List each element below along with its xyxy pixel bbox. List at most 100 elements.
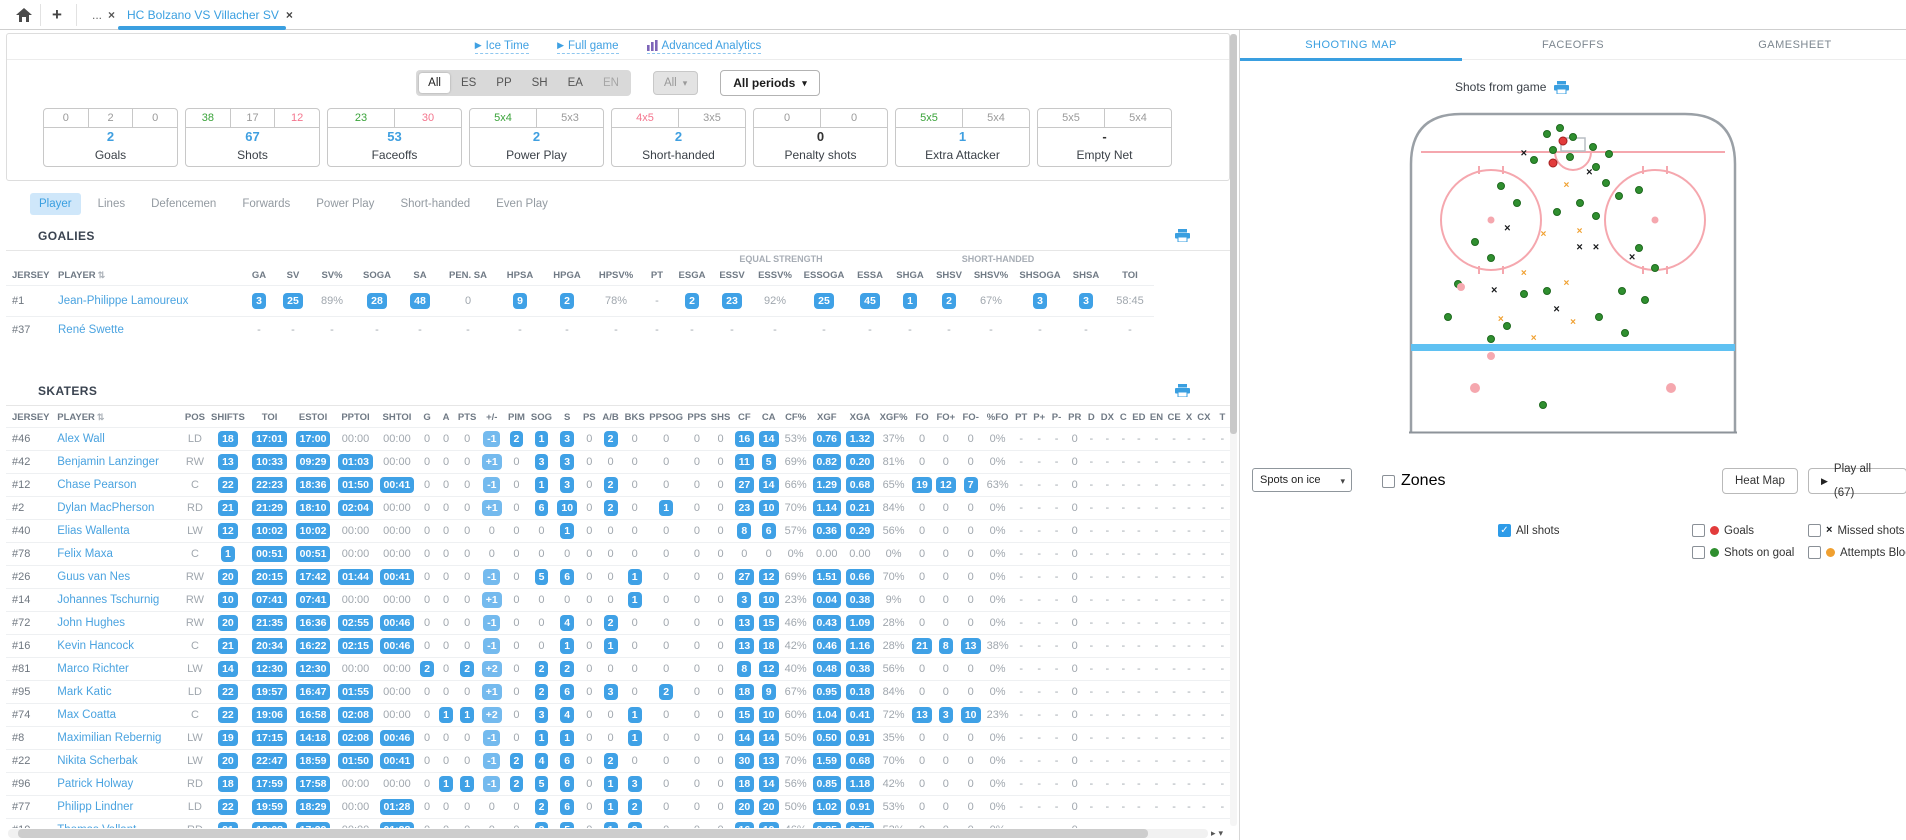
missed-shots-checkbox[interactable]: [1808, 524, 1821, 537]
shot-marker-on-goal[interactable]: [1618, 286, 1627, 295]
column-header-player[interactable]: PLAYER ⇅: [58, 270, 106, 281]
player-link[interactable]: Mark Katic: [57, 686, 112, 698]
column-header-essv[interactable]: ESSV%: [758, 270, 792, 281]
scrollbar-thumb[interactable]: [1230, 34, 1237, 434]
scrollbar-thumb[interactable]: [18, 829, 1148, 838]
column-header-hpga[interactable]: HPGA: [553, 270, 581, 281]
tab-shooting-map[interactable]: SHOOTING MAP: [1240, 30, 1462, 61]
column-header-fo[interactable]: FO: [915, 412, 929, 423]
column-header-shsv[interactable]: SHSV: [936, 270, 962, 281]
player-link[interactable]: Marco Richter: [57, 663, 129, 675]
column-header-pps[interactable]: PPS: [687, 412, 707, 423]
shot-marker-blocked[interactable]: ×: [1520, 268, 1527, 280]
column-header-[interactable]: +/-: [486, 412, 498, 423]
shot-marker-on-goal[interactable]: [1634, 185, 1643, 194]
shot-marker-missed[interactable]: ×: [1491, 284, 1498, 297]
player-link[interactable]: Patrick Holway: [57, 778, 134, 790]
scroll-arrows-icon[interactable]: ▸▾: [1210, 828, 1226, 838]
column-header-d[interactable]: D: [1087, 412, 1095, 423]
column-header-ca[interactable]: CA: [761, 412, 776, 423]
team-dropdown[interactable]: All ▾: [652, 71, 699, 95]
tab-even-play[interactable]: Even Play: [496, 198, 548, 210]
situation-filter-ea[interactable]: EA: [567, 77, 583, 89]
shot-marker-on-goal[interactable]: [1601, 178, 1610, 187]
column-header-en[interactable]: EN: [1149, 412, 1164, 423]
tab-player[interactable]: Player: [30, 193, 81, 215]
print-icon[interactable]: [1175, 229, 1190, 242]
column-header-jersey[interactable]: JERSEY: [12, 412, 50, 423]
player-link[interactable]: Felix Maxa: [57, 548, 113, 560]
column-header-shifts[interactable]: SHIFTS: [211, 412, 245, 423]
situation-filter-sh[interactable]: SH: [531, 77, 548, 89]
close-icon[interactable]: ×: [108, 7, 116, 22]
player-link[interactable]: René Swette: [58, 324, 124, 336]
shot-marker-on-goal[interactable]: [1549, 146, 1558, 155]
shot-marker-goal[interactable]: [1548, 158, 1558, 168]
player-link[interactable]: Maximilian Rebernig: [57, 732, 162, 744]
column-header-bks[interactable]: BKS: [624, 412, 645, 423]
home-button[interactable]: [16, 0, 32, 29]
shot-marker-blocked[interactable]: ×: [1530, 333, 1537, 345]
player-link[interactable]: Philipp Lindner: [57, 801, 134, 813]
tab-short-handed[interactable]: Short-handed: [400, 198, 471, 210]
column-header-shga[interactable]: SHGA: [896, 270, 924, 281]
column-header-fo[interactable]: FO+: [936, 412, 956, 423]
play-all-button[interactable]: ▶ Play all (67): [1808, 463, 1906, 499]
tab-overflow[interactable]: ... ×: [92, 0, 115, 29]
shot-marker-on-goal[interactable]: [1542, 286, 1551, 295]
shot-marker-on-goal[interactable]: [1591, 211, 1600, 220]
shot-marker-on-goal[interactable]: [1529, 156, 1538, 165]
column-header-s[interactable]: S: [564, 412, 571, 423]
shot-marker-on-goal[interactable]: [1487, 253, 1495, 262]
shot-marker-blocked[interactable]: ×: [1570, 317, 1576, 329]
shot-marker-on-goal[interactable]: [1542, 130, 1551, 139]
column-header-essa[interactable]: ESSA: [857, 270, 883, 281]
shot-marker-on-goal[interactable]: [1444, 312, 1453, 321]
column-header-pptoi[interactable]: PPTOI: [341, 412, 370, 423]
all-shots-checkbox[interactable]: ✓: [1498, 524, 1511, 537]
player-link[interactable]: Benjamin Lanzinger: [57, 456, 159, 468]
player-link[interactable]: Jean-Philippe Lamoureux: [58, 295, 189, 307]
shot-marker-on-goal[interactable]: [1641, 296, 1650, 305]
player-link[interactable]: Elias Wallenta: [57, 525, 130, 537]
link-ice-time[interactable]: ▶ Ice Time: [474, 40, 530, 54]
shot-marker-blocked[interactable]: ×: [1563, 180, 1570, 192]
column-header-shsv[interactable]: SHSV%: [973, 270, 1009, 281]
situation-filter-all[interactable]: All: [419, 73, 450, 93]
column-header-sa[interactable]: SA: [413, 270, 427, 281]
column-header-ed[interactable]: ED: [1132, 412, 1146, 423]
situation-filter-pp[interactable]: PP: [496, 77, 512, 89]
shot-marker-blocked[interactable]: ×: [1576, 225, 1583, 237]
shot-marker-on-goal[interactable]: [1487, 335, 1495, 344]
print-icon[interactable]: [1554, 80, 1570, 94]
column-header-essoga[interactable]: ESSOGA: [803, 270, 845, 281]
faceoff-dot[interactable]: [1487, 351, 1495, 360]
column-header-pos[interactable]: POS: [184, 412, 205, 423]
zones-checkbox[interactable]: [1382, 474, 1395, 488]
column-header-shtoi[interactable]: SHTOI: [382, 412, 412, 423]
shot-marker-on-goal[interactable]: [1552, 208, 1561, 217]
spots-select[interactable]: Spots on ice ▾: [1252, 468, 1352, 492]
shot-marker-on-goal[interactable]: [1651, 263, 1659, 272]
player-link[interactable]: John Hughes: [57, 617, 126, 629]
shot-marker-missed[interactable]: ×: [1586, 166, 1593, 179]
shot-marker-missed[interactable]: ×: [1576, 241, 1583, 254]
close-icon[interactable]: ×: [285, 7, 293, 22]
player-link[interactable]: Chase Pearson: [57, 479, 137, 491]
periods-dropdown[interactable]: All periods ▾: [720, 70, 820, 96]
tab-faceoffs[interactable]: FACEOFFS: [1541, 39, 1605, 51]
tab-active-game[interactable]: HC Bolzano VS Villacher SV ×: [127, 0, 293, 29]
shot-marker-goal[interactable]: [1558, 136, 1568, 146]
column-header-ppsog[interactable]: PPSOG: [649, 412, 684, 423]
tab-defencemen[interactable]: Defencemen: [151, 198, 217, 210]
column-header-hpsv[interactable]: HPSV%: [598, 270, 634, 281]
shot-marker-on-goal[interactable]: [1513, 198, 1522, 207]
column-header-esga[interactable]: ESGA: [678, 270, 706, 281]
column-header-pt[interactable]: PT: [1015, 412, 1028, 423]
column-header-pim[interactable]: PIM: [508, 412, 525, 423]
link-full-game[interactable]: ▶ Full game: [557, 40, 619, 54]
tab-lines[interactable]: Lines: [97, 198, 126, 210]
column-header-ps[interactable]: PS: [582, 412, 596, 423]
shot-marker-on-goal[interactable]: [1470, 237, 1479, 246]
column-header-x[interactable]: X: [1185, 412, 1193, 423]
